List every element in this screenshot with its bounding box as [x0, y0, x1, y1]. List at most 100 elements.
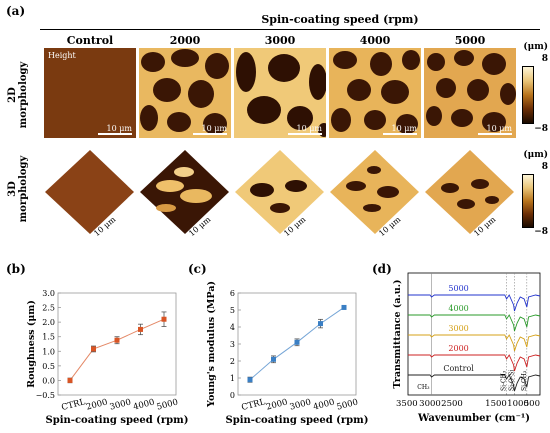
roughness-frame	[57, 292, 177, 396]
modulus-data-point	[247, 377, 253, 383]
modulus-ytick-label: 4	[230, 323, 235, 332]
ftir-xtick-label: 1000	[507, 399, 529, 409]
afm-3d-control	[45, 150, 134, 234]
roughness-ytick-label: 0.5	[42, 362, 55, 371]
ftir-series-label: Control	[443, 364, 474, 373]
header-rule	[40, 29, 540, 30]
ftir-xlabel: Wavenumber (cm⁻¹)	[417, 413, 530, 424]
modulus-ylabel: Young's modulus (MPa)	[206, 281, 217, 408]
column-5000: 5000	[454, 34, 486, 47]
colorbar	[522, 174, 534, 228]
roughness-ytick-label: 0.0	[42, 376, 55, 385]
panel-b-label: (b)	[6, 262, 26, 276]
ftir-series-label: 3000	[448, 324, 468, 333]
afm-3d-4000	[330, 150, 419, 234]
roughness-data-point	[138, 326, 143, 332]
panel-a-title: Spin-coating speed (rpm)	[261, 13, 419, 26]
roughness-ylabel: Roughness (μm)	[26, 300, 37, 388]
modulus-xlabel: Spin-coating speed (rpm)	[226, 415, 369, 426]
ftir-series-label: 4000	[448, 304, 468, 313]
colorbar-unit: (μm)	[523, 150, 548, 160]
roughness-ytick-label: 1.5	[42, 333, 55, 342]
modulus-ytick-label: 1	[230, 374, 235, 383]
ftir-series-label: 2000	[448, 344, 468, 353]
colorbar-min: −8	[534, 124, 548, 134]
ftir-xtick-label: 3000	[419, 399, 441, 409]
ftir-annotation: Si-O-Si	[508, 370, 515, 391]
modulus-ytick-label: 6	[230, 289, 235, 298]
afm-3d-row	[45, 150, 514, 234]
colorbar-max: 8	[541, 162, 548, 172]
modulus-data-point	[271, 356, 276, 362]
roughness-xtick-label: CTRL	[60, 397, 86, 413]
modulus-xtick-label: CTRL	[240, 397, 266, 413]
ftir-series-label: 5000	[448, 284, 468, 293]
ftir-ylabel: Transmittance (a.u.)	[392, 279, 403, 388]
modulus-xtick-label: 2000	[265, 397, 288, 412]
colorbar-unit: (μm)	[523, 42, 548, 52]
row-2d-label: 2D morphology	[7, 61, 29, 129]
roughness-data-point	[114, 337, 120, 343]
scale-bar: 10 μm	[383, 124, 417, 135]
ftir-xtick-label: 500	[524, 399, 540, 409]
modulus-ytick-label: 0	[230, 391, 235, 400]
scale-bar: 10 μm	[98, 124, 132, 135]
modulus-ytick-label: 5	[230, 306, 235, 315]
ftir-annotation-ch3: CH₃	[417, 384, 430, 391]
roughness-ytick-label: −0.5	[36, 391, 55, 400]
panel-d-label: (d)	[372, 262, 392, 276]
roughness-xtick-label: 3000	[109, 397, 132, 412]
roughness-series-line	[69, 318, 165, 381]
afm-3d-5000	[425, 150, 514, 234]
column-control: Control	[66, 34, 114, 47]
modulus-data-point	[318, 321, 323, 327]
roughness-data-point	[161, 316, 167, 322]
roughness-xtick-label: 5000	[156, 397, 179, 412]
ftir-xtick-label: 1500	[485, 399, 507, 409]
ftir-series-3000	[408, 334, 541, 352]
roughness-ytick-label: 1.0	[42, 347, 55, 356]
ftir-xtick-label: 3500	[396, 399, 418, 409]
roughness-data-point	[67, 377, 73, 383]
modulus-xtick-label: 5000	[336, 397, 359, 412]
ftir-series-4000	[408, 314, 541, 332]
roughness-xtick-label: 4000	[132, 397, 155, 412]
colorbar	[522, 66, 534, 124]
afm-3d-2000	[140, 150, 229, 234]
scale-bar: 10 μm	[288, 124, 322, 135]
afm-2d-3000: 10 μm	[234, 48, 326, 138]
afm-2d-5000: 10 μm	[424, 48, 516, 138]
roughness-xtick-label: 2000	[85, 397, 108, 412]
colorbar-min: −8	[534, 227, 548, 237]
height-tag: Height	[48, 51, 76, 60]
roughness-ytick-label: 2.0	[42, 318, 55, 327]
panel-c-label: (c)	[188, 262, 207, 276]
ftir-series-5000	[408, 294, 541, 312]
modulus-ytick-label: 3	[230, 340, 235, 349]
colorbar-max: 8	[541, 54, 548, 64]
column-2000: 2000	[169, 34, 201, 47]
ftir-series-control	[408, 374, 541, 392]
modulus-ytick-label: 2	[230, 357, 235, 366]
column-3000: 3000	[264, 34, 296, 47]
modulus-xtick-label: 3000	[289, 397, 312, 412]
ftir-xtick-label: 2500	[441, 399, 463, 409]
modulus-xtick-label: 4000	[312, 397, 335, 412]
modulus-data-point	[341, 304, 347, 310]
ftir-annotation: Si-CH₃	[501, 370, 508, 391]
roughness-xlabel: Spin-coating speed (rpm)	[46, 415, 189, 426]
row-3d-label: 3D morphology	[7, 155, 29, 223]
roughness-data-point	[91, 346, 96, 352]
modulus-data-point	[294, 339, 300, 345]
ftir-annotation: Si-CH₃	[521, 370, 528, 391]
afm-2d-2000: 10 μm	[139, 48, 231, 138]
roughness-ytick-label: 3.0	[42, 289, 55, 298]
column-4000: 4000	[359, 34, 391, 47]
ftir-series-2000	[408, 354, 541, 372]
afm-2d-4000: 10 μm	[329, 48, 421, 138]
ftir-frame	[407, 272, 541, 396]
scale-bar: 10 μm	[478, 124, 512, 135]
afm-3d-3000	[235, 150, 324, 234]
roughness-ytick-label: 2.5	[42, 304, 55, 313]
